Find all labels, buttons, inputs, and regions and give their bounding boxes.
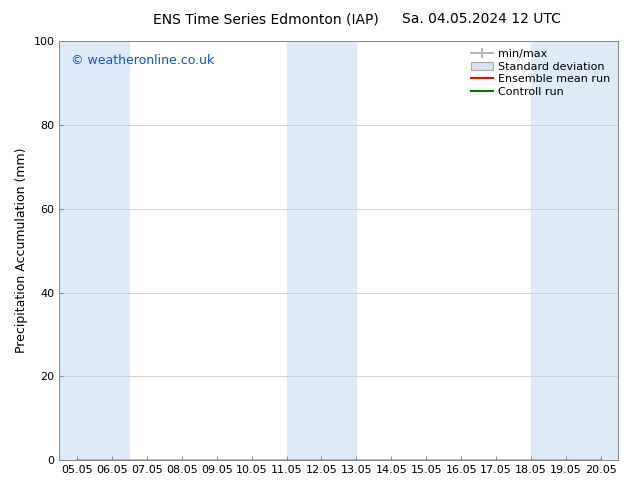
Text: © weatheronline.co.uk: © weatheronline.co.uk bbox=[70, 53, 214, 67]
Legend: min/max, Standard deviation, Ensemble mean run, Controll run: min/max, Standard deviation, Ensemble me… bbox=[469, 47, 613, 99]
Text: Sa. 04.05.2024 12 UTC: Sa. 04.05.2024 12 UTC bbox=[403, 12, 561, 26]
Text: ENS Time Series Edmonton (IAP): ENS Time Series Edmonton (IAP) bbox=[153, 12, 379, 26]
Bar bbox=[531, 41, 619, 460]
Bar bbox=[94, 41, 129, 460]
Bar bbox=[287, 41, 356, 460]
Y-axis label: Precipitation Accumulation (mm): Precipitation Accumulation (mm) bbox=[15, 148, 28, 353]
Bar bbox=[60, 41, 94, 460]
